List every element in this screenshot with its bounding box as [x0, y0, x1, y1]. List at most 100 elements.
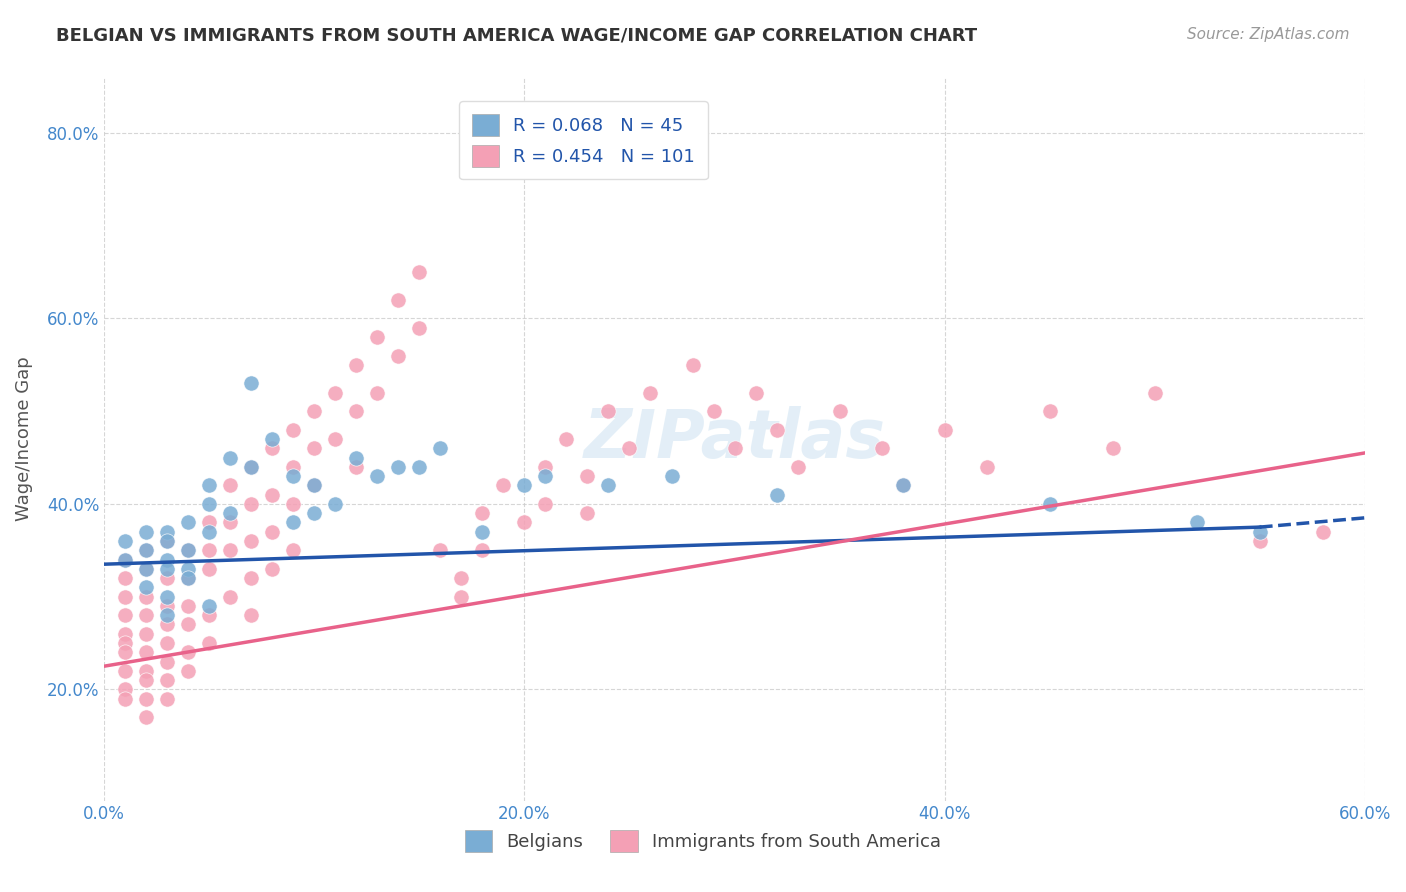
- Point: [702, 404, 724, 418]
- Point: [344, 459, 367, 474]
- Point: [135, 562, 157, 576]
- Point: [283, 516, 305, 530]
- Point: [135, 673, 157, 687]
- Point: [219, 506, 242, 520]
- Point: [429, 442, 451, 456]
- Point: [891, 478, 914, 492]
- Point: [114, 636, 136, 650]
- Point: [262, 442, 284, 456]
- Point: [198, 608, 221, 623]
- Point: [429, 543, 451, 558]
- Point: [283, 469, 305, 483]
- Point: [177, 543, 200, 558]
- Point: [156, 552, 179, 566]
- Point: [114, 691, 136, 706]
- Point: [366, 385, 388, 400]
- Point: [198, 524, 221, 539]
- Point: [828, 404, 851, 418]
- Point: [262, 432, 284, 446]
- Point: [283, 459, 305, 474]
- Point: [240, 534, 263, 549]
- Point: [198, 478, 221, 492]
- Point: [177, 571, 200, 585]
- Point: [135, 608, 157, 623]
- Point: [156, 691, 179, 706]
- Point: [619, 442, 641, 456]
- Point: [408, 320, 430, 334]
- Text: BELGIAN VS IMMIGRANTS FROM SOUTH AMERICA WAGE/INCOME GAP CORRELATION CHART: BELGIAN VS IMMIGRANTS FROM SOUTH AMERICA…: [56, 27, 977, 45]
- Point: [135, 524, 157, 539]
- Point: [156, 524, 179, 539]
- Point: [891, 478, 914, 492]
- Point: [156, 608, 179, 623]
- Point: [114, 534, 136, 549]
- Point: [114, 664, 136, 678]
- Point: [198, 636, 221, 650]
- Point: [534, 459, 557, 474]
- Point: [135, 543, 157, 558]
- Text: Source: ZipAtlas.com: Source: ZipAtlas.com: [1187, 27, 1350, 42]
- Point: [240, 459, 263, 474]
- Point: [283, 423, 305, 437]
- Point: [682, 358, 704, 372]
- Point: [786, 459, 808, 474]
- Point: [1185, 516, 1208, 530]
- Point: [723, 442, 745, 456]
- Point: [135, 580, 157, 594]
- Point: [304, 404, 326, 418]
- Point: [240, 376, 263, 391]
- Legend: R = 0.068   N = 45, R = 0.454   N = 101: R = 0.068 N = 45, R = 0.454 N = 101: [458, 101, 707, 179]
- Point: [387, 349, 409, 363]
- Point: [198, 543, 221, 558]
- Point: [177, 543, 200, 558]
- Point: [366, 469, 388, 483]
- Point: [114, 626, 136, 640]
- Point: [177, 571, 200, 585]
- Point: [177, 516, 200, 530]
- Point: [1039, 404, 1062, 418]
- Point: [344, 358, 367, 372]
- Point: [1039, 497, 1062, 511]
- Point: [304, 506, 326, 520]
- Point: [156, 636, 179, 650]
- Point: [114, 608, 136, 623]
- Point: [135, 562, 157, 576]
- Point: [219, 590, 242, 604]
- Point: [976, 459, 998, 474]
- Point: [219, 516, 242, 530]
- Point: [114, 552, 136, 566]
- Point: [198, 516, 221, 530]
- Point: [114, 645, 136, 659]
- Point: [135, 590, 157, 604]
- Point: [198, 599, 221, 613]
- Point: [1249, 524, 1271, 539]
- Point: [576, 469, 599, 483]
- Point: [114, 682, 136, 697]
- Point: [471, 543, 494, 558]
- Point: [283, 497, 305, 511]
- Point: [198, 497, 221, 511]
- Point: [177, 617, 200, 632]
- Point: [262, 524, 284, 539]
- Point: [325, 432, 347, 446]
- Point: [344, 404, 367, 418]
- Point: [177, 645, 200, 659]
- Point: [304, 442, 326, 456]
- Point: [240, 608, 263, 623]
- Point: [262, 488, 284, 502]
- Point: [471, 524, 494, 539]
- Point: [283, 543, 305, 558]
- Point: [240, 459, 263, 474]
- Point: [304, 478, 326, 492]
- Point: [177, 599, 200, 613]
- Point: [304, 478, 326, 492]
- Point: [744, 385, 766, 400]
- Point: [1143, 385, 1166, 400]
- Point: [534, 497, 557, 511]
- Point: [765, 423, 787, 437]
- Point: [661, 469, 683, 483]
- Point: [576, 506, 599, 520]
- Legend: Belgians, Immigrants from South America: Belgians, Immigrants from South America: [453, 818, 953, 865]
- Point: [387, 459, 409, 474]
- Point: [177, 562, 200, 576]
